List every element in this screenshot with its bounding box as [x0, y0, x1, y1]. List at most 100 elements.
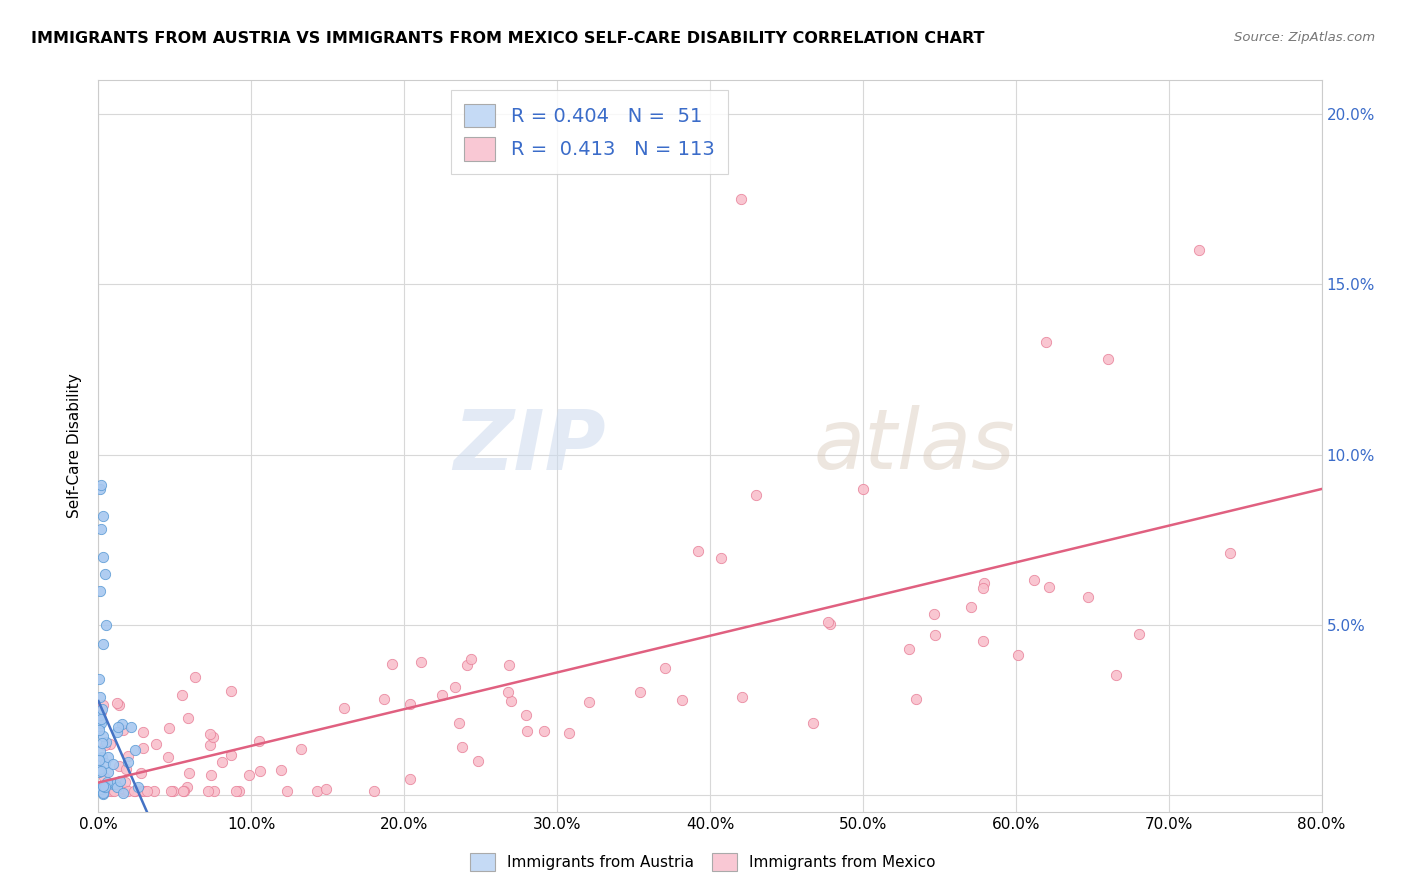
Point [1105, 668, 1128, 682]
Point [745, 488, 768, 502]
Text: IMMIGRANTS FROM AUSTRIA VS IMMIGRANTS FROM MEXICO SELF-CARE DISABILITY CORRELATI: IMMIGRANTS FROM AUSTRIA VS IMMIGRANTS FR… [31, 31, 984, 46]
Point [972, 581, 994, 595]
Point [90, 764, 112, 778]
Point [399, 772, 422, 787]
Point [333, 700, 356, 714]
Point [87, 765, 110, 780]
Point [1007, 648, 1029, 662]
Point [112, 781, 135, 796]
Point [801, 716, 824, 731]
Point [444, 680, 467, 694]
Point [91, 781, 114, 796]
Point [398, 698, 420, 712]
Point [305, 784, 328, 798]
Point [1188, 244, 1211, 258]
Point [91, 779, 114, 793]
Point [135, 784, 157, 798]
Point [94, 738, 117, 752]
Point [117, 748, 139, 763]
Point [1022, 574, 1045, 588]
Point [373, 691, 395, 706]
Point [93, 566, 115, 581]
Point [409, 655, 432, 669]
Point [1038, 580, 1060, 594]
Point [290, 742, 312, 756]
Point [89, 690, 111, 704]
Point [852, 482, 875, 496]
Point [818, 617, 841, 632]
Point [201, 730, 224, 744]
Point [87, 672, 110, 686]
Text: ZIP: ZIP [453, 406, 606, 486]
Point [456, 658, 478, 673]
Point [198, 727, 221, 741]
Point [101, 756, 124, 771]
Point [1077, 590, 1099, 604]
Point [91, 698, 114, 713]
Point [90, 522, 112, 536]
Point [94, 780, 117, 794]
Point [198, 739, 221, 753]
Point [498, 657, 520, 672]
Point [515, 708, 537, 723]
Point [97, 764, 120, 779]
Point [91, 702, 114, 716]
Point [671, 693, 693, 707]
Point [108, 758, 131, 772]
Point [578, 695, 600, 709]
Point [249, 734, 271, 748]
Point [90, 478, 112, 492]
Point [162, 784, 184, 798]
Point [93, 780, 115, 794]
Point [103, 784, 125, 798]
Legend: Immigrants from Austria, Immigrants from Mexico: Immigrants from Austria, Immigrants from… [464, 847, 942, 877]
Point [202, 784, 225, 798]
Point [93, 770, 115, 784]
Point [221, 747, 243, 762]
Point [129, 765, 152, 780]
Point [184, 670, 207, 684]
Point [225, 784, 247, 798]
Point [111, 717, 134, 731]
Point [145, 737, 167, 751]
Point [112, 723, 135, 737]
Point [973, 576, 995, 591]
Point [120, 720, 142, 734]
Point [238, 767, 260, 781]
Point [817, 615, 839, 630]
Point [105, 697, 128, 711]
Point [91, 736, 114, 750]
Point [124, 784, 146, 798]
Point [96, 774, 118, 789]
Point [132, 725, 155, 739]
Point [117, 755, 139, 769]
Point [107, 720, 129, 734]
Point [731, 690, 754, 704]
Point [91, 508, 114, 523]
Point [221, 684, 243, 698]
Point [96, 784, 118, 798]
Point [89, 482, 111, 496]
Point [430, 688, 453, 702]
Point [132, 784, 155, 798]
Point [114, 762, 136, 776]
Legend: R = 0.404   N =  51, R =  0.413   N = 113: R = 0.404 N = 51, R = 0.413 N = 113 [451, 90, 728, 175]
Point [363, 784, 385, 798]
Point [200, 767, 222, 781]
Point [105, 780, 128, 795]
Point [177, 710, 200, 724]
Point [686, 544, 709, 558]
Point [1219, 546, 1241, 560]
Point [315, 782, 337, 797]
Point [89, 583, 111, 598]
Point [91, 785, 114, 799]
Point [451, 739, 474, 754]
Point [93, 784, 115, 798]
Point [91, 750, 114, 764]
Y-axis label: Self-Care Disability: Self-Care Disability [67, 374, 83, 518]
Point [1097, 352, 1119, 367]
Point [228, 784, 250, 798]
Point [89, 744, 111, 758]
Point [105, 725, 128, 739]
Point [467, 754, 489, 768]
